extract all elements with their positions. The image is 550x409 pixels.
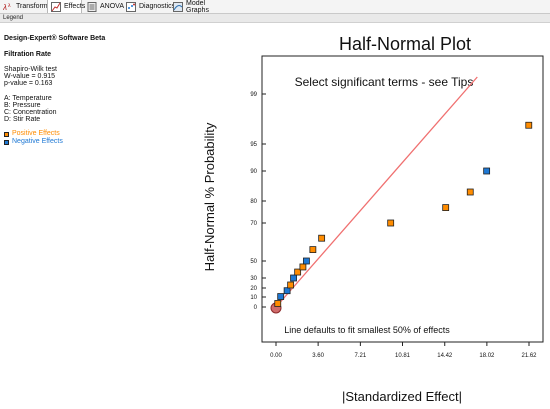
reference-line bbox=[275, 76, 478, 308]
x-tick-label: 3.60 bbox=[312, 353, 324, 359]
y-tick-label: 99 bbox=[250, 92, 257, 98]
x-tick-label: 14.42 bbox=[437, 353, 453, 359]
svg-text:λ: λ bbox=[3, 3, 7, 12]
factor-c: C: Concentration bbox=[4, 109, 57, 116]
y-tick-label: 0 bbox=[254, 305, 258, 311]
y-tick-label: 50 bbox=[250, 259, 257, 265]
positive-effect-point[interactable] bbox=[442, 204, 450, 212]
negative-effect-point[interactable] bbox=[277, 293, 285, 300]
positive-swatch bbox=[4, 131, 9, 137]
factor-a: A: Temperature bbox=[4, 95, 52, 102]
y-tick-label: 80 bbox=[250, 199, 257, 205]
tab-anova[interactable]: ANOVA bbox=[84, 0, 124, 13]
x-tick-label: 21.62 bbox=[521, 353, 537, 359]
plot-instruction: Select significant terms - see Tips bbox=[295, 75, 474, 89]
tab-label: ANOVA bbox=[100, 3, 124, 10]
negative-effect-point[interactable] bbox=[303, 257, 310, 265]
positive-effect-point[interactable] bbox=[287, 281, 295, 289]
response-name: Filtration Rate bbox=[4, 51, 52, 58]
negative-swatch bbox=[4, 139, 9, 145]
legend-header-bar: Legend bbox=[0, 14, 550, 23]
positive-effect-point[interactable] bbox=[387, 219, 395, 227]
factor-b: B: Pressure bbox=[4, 102, 41, 109]
tab-effects[interactable]: Effects bbox=[47, 0, 86, 13]
test-name: Shapiro-Wilk test bbox=[4, 66, 57, 73]
tab-label: Diagnostics bbox=[139, 3, 176, 10]
plot-frame bbox=[261, 55, 544, 343]
svg-text:λ: λ bbox=[8, 3, 11, 9]
diagnostics-icon bbox=[126, 1, 136, 12]
legend-header: Legend bbox=[3, 15, 24, 21]
y-tick-label: 70 bbox=[250, 221, 257, 227]
legend-negative-label: Negative Effects bbox=[12, 138, 63, 145]
positive-effect-point[interactable] bbox=[299, 263, 307, 271]
tab-diagnostics[interactable]: Diagnostics bbox=[123, 0, 175, 13]
y-tick-label: 90 bbox=[250, 169, 257, 175]
p-value: p-value = 0.163 bbox=[4, 80, 53, 87]
y-tick-label: 95 bbox=[250, 142, 257, 148]
x-tick-label: 0.00 bbox=[270, 353, 282, 359]
anova-icon bbox=[87, 1, 97, 12]
plot-footnote: Line defaults to fit smallest 50% of eff… bbox=[284, 325, 450, 335]
x-tick-label: 7.21 bbox=[355, 353, 367, 359]
chart-title: Half-Normal Plot bbox=[339, 34, 471, 54]
x-tick-label: 18.02 bbox=[479, 353, 495, 359]
tab-label: Effects bbox=[64, 3, 86, 10]
legend-positive: Positive Effects bbox=[4, 130, 60, 138]
positive-effect-point[interactable] bbox=[525, 121, 533, 129]
negative-effect-point[interactable] bbox=[290, 274, 297, 282]
negative-effect-point[interactable] bbox=[483, 167, 491, 175]
w-value: W-value = 0.915 bbox=[4, 73, 56, 80]
legend-positive-label: Positive Effects bbox=[12, 130, 60, 137]
x-tick-label: 10.81 bbox=[395, 353, 411, 359]
software-title: Design-Expert® Software Beta bbox=[4, 35, 106, 42]
y-tick-label: 30 bbox=[250, 276, 257, 282]
positive-effect-point[interactable] bbox=[294, 268, 302, 276]
y-axis-title: Half-Normal % Probability bbox=[202, 122, 217, 271]
tab-label: Model Graphs bbox=[186, 0, 209, 14]
positive-effect-point[interactable] bbox=[274, 300, 282, 307]
negative-effect-point[interactable] bbox=[283, 287, 291, 295]
positive-effect-point[interactable] bbox=[318, 234, 326, 242]
positive-effect-point[interactable] bbox=[309, 246, 317, 254]
x-axis-title: |Standardized Effect| bbox=[342, 389, 462, 404]
legend-negative: Negative Effects bbox=[4, 138, 63, 146]
factor-d: D: Stir Rate bbox=[4, 116, 41, 123]
y-tick-label: 10 bbox=[250, 295, 257, 301]
tab-model-graphs[interactable]: Model Graphs bbox=[170, 0, 226, 14]
y-tick-label: 20 bbox=[250, 286, 257, 292]
tab-label: Transform bbox=[16, 3, 48, 10]
model-graphs-icon bbox=[173, 1, 183, 12]
positive-effect-point[interactable] bbox=[466, 188, 474, 196]
effects-icon bbox=[51, 1, 61, 12]
